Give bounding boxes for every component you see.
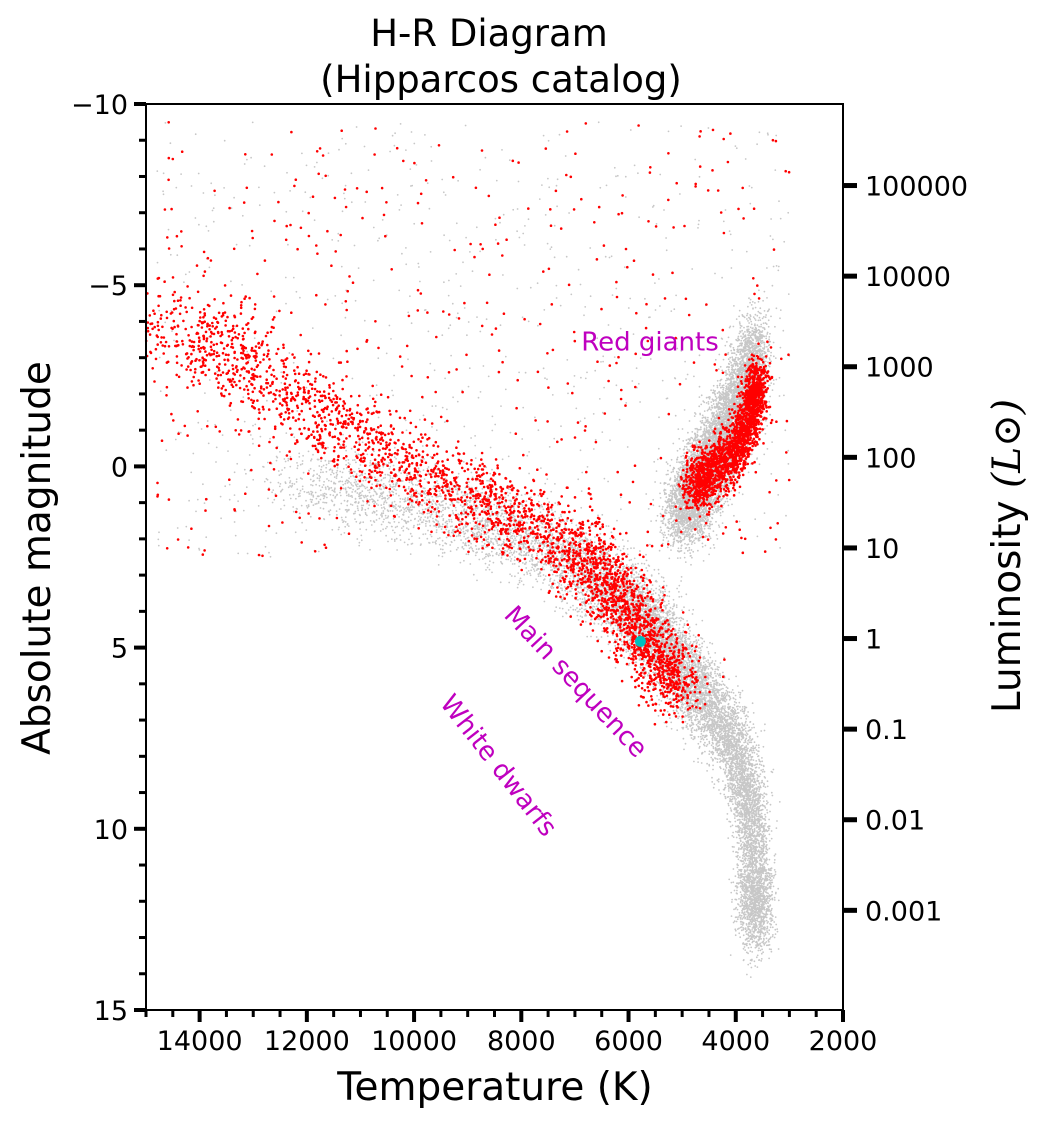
y2-tick-label: 10	[865, 534, 899, 565]
x-axis-label: Temperature (K)	[336, 1065, 652, 1110]
y2-tick-label: 0.1	[865, 715, 908, 746]
x-tick-label: 2000	[809, 1026, 878, 1057]
y2-axis-label: Luminosity (L⊙)	[985, 399, 1030, 713]
chart-subtitle: (Hipparcos catalog)	[320, 58, 682, 101]
svg-text:Luminosity (L⊙): Luminosity (L⊙)	[985, 399, 1030, 713]
y-tick-label: 15	[94, 996, 128, 1027]
y2-axis-label-text: Luminosity	[985, 500, 1030, 713]
y-tick-label: −5	[88, 271, 128, 302]
y-tick-label: 10	[94, 815, 128, 846]
black-star-points	[156, 121, 791, 979]
series-2	[634, 635, 646, 647]
y2-axis-ticks: 100000 10000 1000 100 10 1 0.1 0.01 0.001	[843, 172, 968, 927]
y2-axis-label-symbol: (L⊙)	[985, 399, 1030, 488]
y2-tick-label: 10000	[865, 262, 951, 293]
x-tick-label: 14000	[157, 1026, 243, 1057]
annotation-white-dwarfs: White dwarfs	[434, 689, 563, 842]
x-axis-ticks: 14000 12000 10000 8000 6000 4000 2000	[144, 1010, 878, 1057]
y-axis-ticks: −10 −5 0 5 10 15	[71, 90, 146, 1027]
x-tick-label: 10000	[371, 1026, 457, 1057]
y-axis-label: Absolute magnitude	[15, 361, 60, 755]
y2-tick-label: 1	[865, 625, 882, 656]
x-tick-label: 8000	[487, 1026, 556, 1057]
data-points-layer	[144, 120, 791, 979]
y-tick-label: −10	[71, 90, 128, 121]
x-tick-label: 4000	[701, 1026, 770, 1057]
x-tick-label: 12000	[264, 1026, 350, 1057]
annotation-red-giants: Red giants	[581, 327, 719, 357]
y2-tick-label: 100	[865, 443, 917, 474]
y-tick-label: 0	[111, 452, 128, 483]
series-0	[156, 121, 791, 979]
sun-point	[634, 635, 646, 647]
y2-tick-label: 0.001	[865, 896, 942, 927]
chart-title: H-R Diagram	[370, 12, 608, 55]
y2-tick-label: 0.01	[865, 806, 925, 837]
y2-tick-label: 100000	[865, 172, 968, 203]
axes-layer: 14000 12000 10000 8000 6000 4000 2000−10−50510…	[71, 90, 968, 1057]
x-tick-label: 6000	[594, 1026, 663, 1057]
y2-tick-label: 1000	[865, 353, 934, 384]
y-tick-label: 5	[111, 634, 128, 665]
